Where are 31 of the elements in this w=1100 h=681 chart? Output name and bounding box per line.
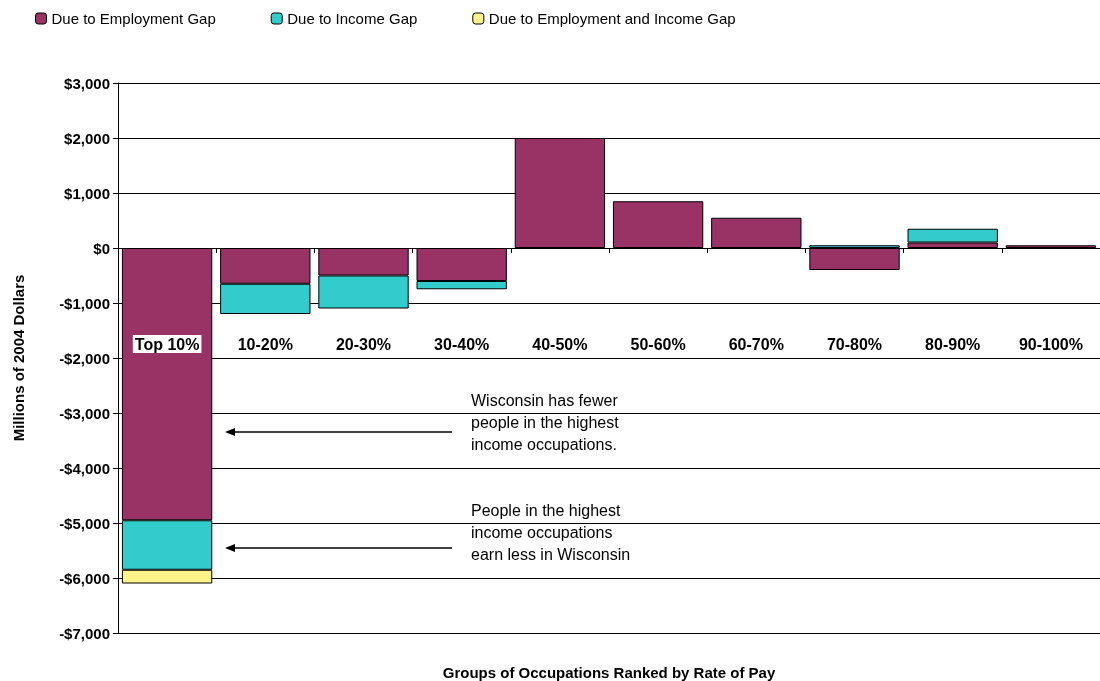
x-tick-label: 10-20% — [237, 335, 293, 353]
y-tick-label: -$6,000 — [59, 569, 110, 587]
x-tick-label: 40-50% — [532, 335, 588, 353]
y-tick-label: -$3,000 — [59, 404, 110, 422]
x-tick-label: 30-40% — [434, 335, 490, 353]
legend-label: Due to Employment and Income Gap — [488, 10, 736, 27]
y-tick-label: $0 — [93, 239, 110, 257]
x-tick-label: Top 10% — [134, 335, 200, 353]
bar — [711, 217, 802, 248]
legend-label: Due to Employment Gap — [51, 10, 216, 27]
bar — [809, 248, 900, 270]
y-tick-label: -$1,000 — [59, 294, 110, 312]
y-tick-label: $3,000 — [64, 74, 110, 92]
y-tick-label: -$7,000 — [59, 624, 110, 642]
y-axis-title: Millions of 2004 Dollars — [10, 274, 27, 442]
x-axis-title: Groups of Occupations Ranked by Rate of Pay — [442, 664, 776, 681]
annotation: People in the highest income occupations earn less in Wisconsin — [471, 501, 631, 563]
legend-label: Due to Income Gap — [287, 10, 418, 27]
x-tick-label: 80-90% — [925, 335, 981, 353]
y-tick-label: $2,000 — [64, 129, 110, 147]
annotation: Wisconsin has fewer people in the highest income occupations. — [471, 391, 624, 453]
bar — [612, 201, 704, 248]
y-tick-label: -$5,000 — [59, 514, 110, 532]
x-tick-label: 60-70% — [728, 335, 784, 353]
x-tick-label: 70-80% — [826, 335, 883, 353]
y-tick-label: -$2,000 — [59, 349, 110, 367]
x-tick-label: 50-60% — [630, 335, 686, 353]
x-tick-label: 20-30% — [335, 335, 392, 353]
y-tick-label: -$4,000 — [59, 459, 110, 477]
x-tick-label: 90-100% — [1018, 335, 1083, 353]
y-tick-label: $1,000 — [64, 184, 110, 202]
